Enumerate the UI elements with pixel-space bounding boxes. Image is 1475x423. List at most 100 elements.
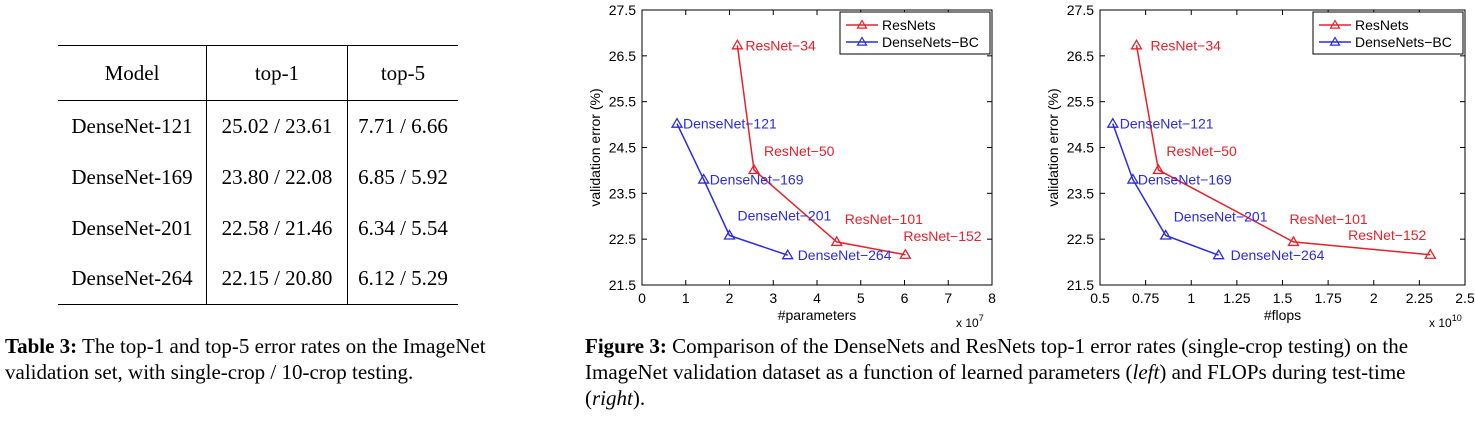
y-tick-label: 22.5 [1067, 231, 1094, 247]
data-point-label: ResNet−34 [1151, 37, 1222, 53]
y-axis-label: validation error (%) [587, 88, 603, 206]
data-point-marker [899, 248, 912, 259]
model-cell: DenseNet-169 [58, 151, 207, 203]
x-tick-label: 0.5 [1090, 290, 1110, 306]
data-point-label: ResNet−152 [1348, 227, 1426, 243]
data-point-label: ResNet−50 [764, 143, 835, 159]
x-axis-label: #flops [1264, 307, 1301, 323]
column-header-model: Model [58, 45, 207, 101]
y-tick-label: 24.5 [1067, 140, 1094, 156]
data-point-label: DenseNet−264 [1231, 247, 1325, 263]
legend-entry: ResNets [1355, 17, 1409, 33]
data-point-marker [1126, 173, 1139, 184]
y-tick-label: 23.5 [1067, 185, 1094, 201]
data-point-label: ResNet−101 [845, 211, 923, 227]
figure-caption: Figure 3: Comparison of the DenseNets an… [585, 333, 1470, 411]
flops-chart: 0.5 0.75 1 1.25 1.5 1.75 2 2.25 2.5 21.5 22.5 23.5 2… [1045, 2, 1475, 330]
data-point-label: DenseNet−121 [683, 116, 777, 132]
x-tick-label: 1.25 [1223, 290, 1250, 306]
legend-marker [1329, 36, 1341, 46]
figure-caption-text-3: ). [632, 386, 646, 410]
legend-marker [1329, 19, 1341, 29]
data-point-marker [747, 163, 761, 175]
data-point-marker [670, 117, 684, 128]
x-multiplier-base: x 10 [956, 316, 979, 330]
top5-cell: 6.12 / 5.29 [347, 253, 458, 305]
y-axis-label: validation error (%) [1045, 88, 1061, 206]
top5-cell: 6.34 / 5.54 [358, 215, 448, 240]
top1-cell: 22.58 / 21.46 [206, 202, 348, 254]
data-point-marker [723, 229, 736, 240]
top5-cell: 7.71 / 6.66 [358, 113, 448, 138]
data-point-marker [1106, 117, 1119, 128]
figure-caption-label: Figure 3: [585, 334, 667, 358]
data-point-label: ResNet−34 [745, 37, 816, 53]
y-tick-label: 21.5 [609, 277, 636, 293]
legend-entry: ResNets [882, 17, 936, 33]
x-axis-label: #parameters [778, 307, 857, 323]
top1-cell: 25.02 / 23.61 [206, 100, 348, 152]
table-caption: Table 3: The top-1 and top-5 error rates… [5, 333, 530, 385]
x-multiplier-label: x 1010 [1429, 313, 1462, 330]
data-point-marker [697, 173, 710, 184]
legend-marker [856, 36, 868, 46]
data-point-label: DenseNet−169 [1138, 172, 1232, 188]
table-row: DenseNet-264 22.15 / 20.80 6.12 / 5.29 [58, 253, 458, 305]
column-header-top1: top-1 [206, 45, 348, 101]
legend-entry: DenseNets−BC [882, 34, 979, 50]
x-tick-label: 0 [638, 290, 646, 306]
data-point-label: ResNet−101 [1289, 211, 1367, 227]
top1-cell: 23.80 / 22.08 [206, 151, 348, 203]
y-tick-label: 27.5 [609, 2, 636, 18]
table-row: DenseNet-121 25.02 / 23.61 7.71 / 6.66 [58, 100, 458, 152]
data-point-label: DenseNet−201 [738, 208, 832, 224]
table-row: DenseNet-169 23.80 / 22.08 6.85 / 5.92 [58, 151, 458, 203]
series-line-1 [676, 123, 788, 256]
x-tick-label: 8 [988, 290, 996, 306]
y-tick-label: 25.5 [609, 94, 636, 110]
top5-cell: 6.85 / 5.92 [358, 164, 448, 189]
table-row: DenseNet-201 22.58 / 21.46 6.34 / 5.54 [58, 202, 458, 254]
x-tick-label: 2.25 [1406, 290, 1433, 306]
data-point-label: DenseNet−169 [710, 172, 804, 188]
data-point-label: ResNet−50 [1166, 143, 1237, 159]
legend-box [839, 11, 991, 55]
error-rate-table: Model top-1 top-5 DenseNet-121 25.02 / 2… [58, 45, 458, 305]
data-point-marker [1424, 248, 1437, 259]
x-tick-label: 5 [857, 290, 865, 306]
top1-cell: 22.15 / 20.80 [206, 253, 348, 305]
data-point-marker [781, 248, 794, 260]
x-tick-label: 1.75 [1315, 290, 1342, 306]
figure-caption-text-2: ) and FLOPs during test-time ( [585, 360, 1406, 410]
data-point-marker [830, 235, 843, 247]
legend-marker [856, 19, 868, 29]
series-line-0 [736, 45, 906, 256]
y-tick-label: 22.5 [609, 231, 636, 247]
data-point-label: DenseNet−264 [798, 247, 892, 263]
x-tick-label: 6 [901, 290, 909, 306]
data-point-marker [1152, 163, 1165, 175]
legend-entry: DenseNets−BC [1355, 34, 1452, 50]
table-caption-text: The top-1 and top-5 error rates on the I… [5, 334, 486, 384]
x-tick-label: 1.5 [1273, 290, 1293, 306]
data-point-marker [1130, 39, 1143, 50]
y-tick-label: 26.5 [1067, 48, 1094, 64]
parameters-chart: 0 1 2 3 4 5 6 7 821.522.523.524.525.526.527.5#pa… [587, 2, 996, 330]
table-header-row: Model top-1 top-5 [58, 45, 458, 101]
figure-caption-text-1: Comparison of the DenseNets and ResNets … [585, 334, 1409, 384]
x-multiplier-exponent: 10 [1452, 313, 1462, 323]
x-multiplier-label: x 107 [956, 313, 984, 330]
y-tick-label: 27.5 [1067, 2, 1094, 18]
model-cell: DenseNet-201 [58, 202, 207, 254]
x-tick-label: 0.75 [1132, 290, 1159, 306]
series-line-1 [1112, 123, 1219, 256]
data-point-label: DenseNet−121 [1120, 116, 1214, 132]
data-point-marker [731, 39, 744, 50]
y-tick-label: 21.5 [1067, 277, 1094, 293]
model-cell: DenseNet-264 [58, 253, 207, 305]
data-point-marker [1212, 248, 1225, 260]
y-tick-label: 24.5 [609, 140, 636, 156]
x-tick-label: 3 [769, 290, 777, 306]
data-point-label: DenseNet−201 [1174, 209, 1268, 225]
x-tick-label: 7 [944, 290, 952, 306]
